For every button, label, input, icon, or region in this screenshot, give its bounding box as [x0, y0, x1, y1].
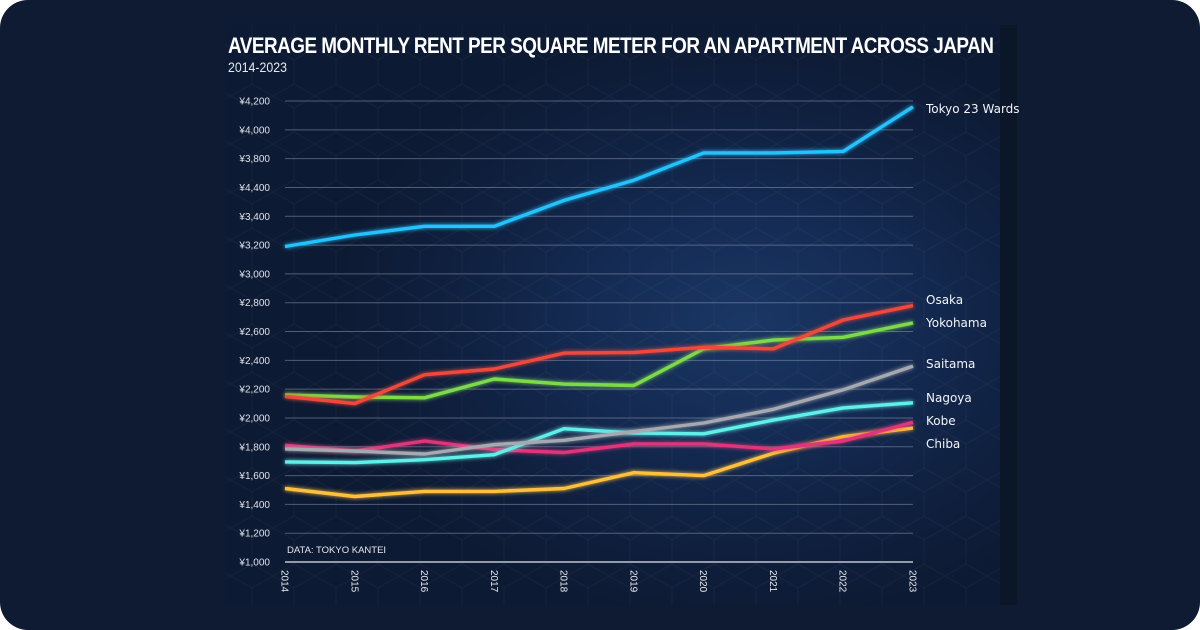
- series-lines: [284, 105, 914, 499]
- x-tick-label: 2022: [837, 570, 848, 593]
- x-tick-label: 2019: [627, 570, 638, 593]
- legend-label-nagoya: Nagoya: [926, 391, 972, 405]
- series-line-osaka: [284, 303, 914, 406]
- x-tick-label: 2020: [697, 570, 708, 593]
- series-line-yokohama: [284, 321, 914, 400]
- series-line-nagoya: [284, 401, 914, 465]
- legend-label-kobe: Kobe: [926, 414, 956, 428]
- y-tick-label: ¥2,400: [238, 356, 270, 367]
- y-tick-label: ¥1,600: [238, 471, 270, 482]
- x-tick-label: 2017: [488, 570, 499, 593]
- y-tick-label: ¥2,600: [238, 327, 270, 338]
- y-tick-label: ¥3,200: [238, 241, 270, 252]
- y-tick-label: ¥4,400: [238, 183, 270, 194]
- y-tick-label: ¥2,800: [238, 298, 270, 309]
- chart-subtitle: 2014-2023: [228, 59, 287, 75]
- hex-pattern: [225, 25, 1000, 605]
- panel-edge-strip: [1000, 25, 1017, 605]
- x-tick-label: 2014: [279, 570, 290, 593]
- x-axis-ticks: 2014 2015 2016 2017 2018 2019 2020 2021 2022 2023: [279, 570, 918, 593]
- y-tick-label: ¥3,400: [238, 212, 270, 223]
- y-tick-label: ¥4,200: [238, 97, 270, 108]
- x-tick-label: 2023: [907, 570, 918, 593]
- legend-label-saitama: Saitama: [926, 357, 975, 371]
- series-line-saitama: [284, 364, 914, 456]
- y-tick-label: ¥2,000: [238, 413, 270, 424]
- y-tick-label: ¥1,000: [238, 558, 270, 569]
- legend-label-chiba: Chiba: [926, 437, 960, 451]
- y-axis-ticks: ¥4,200 ¥4,000 ¥3,800 ¥4,400 ¥3,400 ¥3,200 ¥3,0…: [238, 97, 270, 569]
- source-note: DATA: TOKYO KANTEI: [287, 545, 386, 556]
- y-tick-label: ¥2,200: [238, 385, 270, 396]
- y-tick-label: ¥4,000: [238, 125, 270, 136]
- gridlines: [285, 100, 913, 563]
- y-tick-label: ¥1,400: [238, 500, 270, 511]
- y-tick-label: ¥3,000: [238, 269, 270, 280]
- x-tick-label: 2021: [767, 570, 778, 593]
- chart-title: AVERAGE MONTHLY RENT PER SQUARE METER FO…: [228, 33, 994, 58]
- x-tick-label: 2016: [418, 570, 429, 593]
- series-line-tokyo-23-wards: [284, 105, 914, 249]
- x-tick-label: 2018: [558, 570, 569, 593]
- legend: Tokyo 23 Wards Osaka Yokohama Saitama Nagoya…: [925, 102, 1020, 451]
- x-tick-label: 2015: [348, 570, 359, 593]
- legend-label-osaka: Osaka: [926, 293, 963, 307]
- y-tick-label: ¥3,800: [238, 154, 270, 165]
- series-line-kobe: [284, 420, 914, 455]
- y-tick-label: ¥1,200: [238, 529, 270, 540]
- legend-label-tokyo-23-wards: Tokyo 23 Wards: [925, 102, 1020, 116]
- y-tick-label: ¥1,800: [238, 442, 270, 453]
- legend-label-yokohama: Yokohama: [925, 316, 987, 330]
